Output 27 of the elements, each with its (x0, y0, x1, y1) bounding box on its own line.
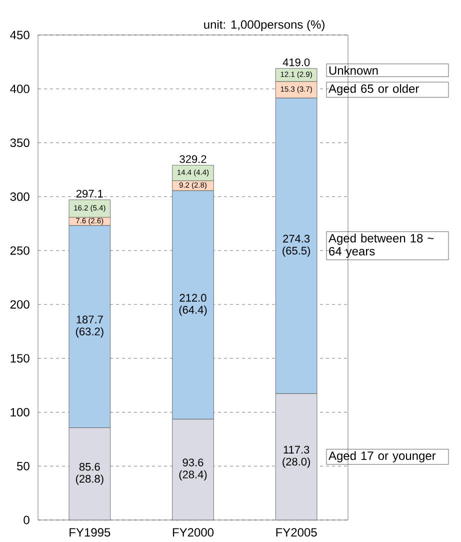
y-tick-label: 0 (24, 516, 30, 524)
series-label: Aged between 18 ~ 64 years (328, 234, 434, 258)
data-label: 212.0 (64.4) (179, 294, 207, 316)
x-tick-label: FY2000 (172, 528, 214, 537)
x-tick-label: FY1995 (70, 528, 110, 537)
y-tick-label: 100 (10, 408, 30, 416)
y-tick-label: 250 (10, 246, 30, 255)
series-label: Aged 65 or older (328, 84, 419, 96)
x-tick-label: FY2005 (276, 528, 317, 537)
y-tick-label: 50 (17, 462, 30, 470)
y-tick-label: 200 (10, 300, 30, 309)
data-label: 93.6 (28.4) (179, 458, 207, 481)
series-label: Unknown (329, 66, 378, 75)
total-label: 297.1 (76, 190, 103, 198)
data-label: 85.6 (28.8) (76, 462, 104, 485)
y-tick-label: 450 (10, 30, 30, 40)
total-label: 419.0 (282, 58, 310, 66)
y-tick-label: 150 (10, 354, 30, 363)
data-label: 117.3 (28.0) (282, 446, 310, 468)
chart-subtitle: unit: 1,000persons (%) (204, 20, 324, 32)
series-label: Aged 17 or younger (328, 451, 436, 462)
data-label: 187.7 (63.2) (76, 316, 104, 338)
data-label: 274.3 (65.5) (282, 234, 310, 257)
y-tick-label: 400 (10, 84, 30, 94)
y-tick-label: 350 (10, 138, 30, 148)
total-label: 329.2 (180, 155, 206, 163)
y-tick-label: 300 (10, 192, 30, 201)
